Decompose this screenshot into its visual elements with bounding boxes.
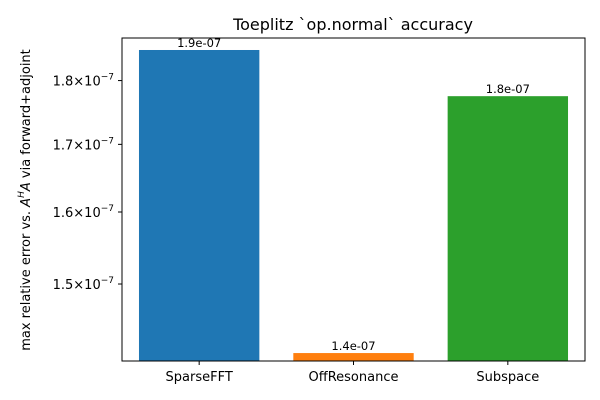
y-axis-label-sup: H <box>17 191 27 198</box>
axes-frame <box>121 37 586 362</box>
x-tick-label-sparsefft: SparseFFT <box>166 370 233 385</box>
data-label-sparsefft: 1.9e-07 <box>177 36 221 50</box>
data-label-offresonance: 1.4e-07 <box>331 339 375 353</box>
x-tick-label-subspace: Subspace <box>476 370 539 385</box>
y-tick-label-3: 1.8×10−7 <box>53 73 114 90</box>
bar-offresonance <box>293 353 414 361</box>
data-label-subspace: 1.8e-07 <box>486 82 530 96</box>
y-tick-label-0: 1.5×10−7 <box>53 276 114 293</box>
chart-title: Toeplitz `op.normal` accuracy <box>232 15 473 34</box>
y-axis-label-a1: A <box>19 198 34 208</box>
y-axis-label-after: via forward+adjoint <box>19 49 34 182</box>
bar-sparsefft <box>138 49 260 361</box>
bar-subspace <box>447 96 569 361</box>
y-axis-label-before: max relative error vs. <box>19 207 34 351</box>
plot-area: 1.9e-07 SparseFFT 1.4e-07 OffResonance 1.8e-… <box>53 36 569 385</box>
y-tick-label-2: 1.7×10−7 <box>53 136 114 153</box>
y-axis-label: max relative error vs. AHA via forward+a… <box>17 49 34 351</box>
x-tick-label-offresonance: OffResonance <box>309 370 399 385</box>
y-axis-label-a2: A <box>19 182 34 192</box>
y-tick-label-1: 1.6×10−7 <box>53 204 114 221</box>
